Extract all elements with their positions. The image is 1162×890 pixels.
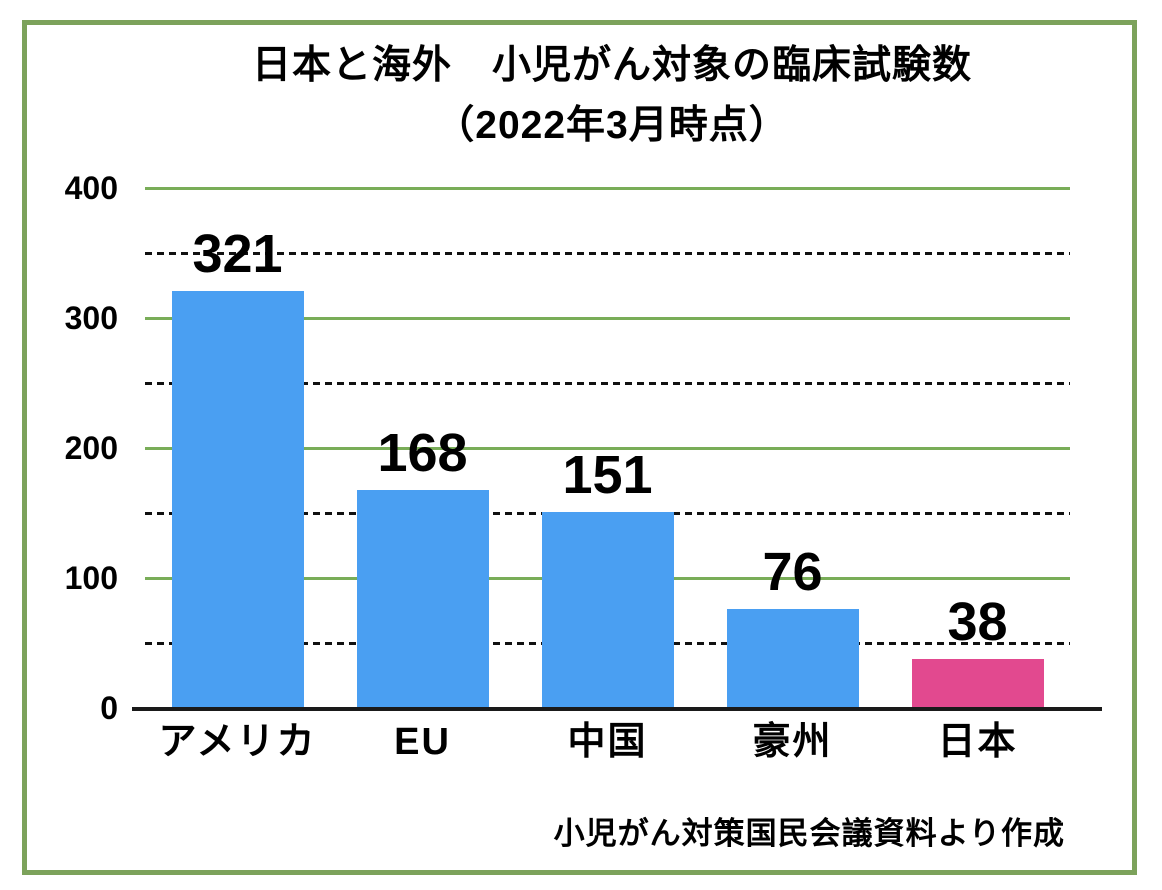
bar-value-label: 76 [762, 542, 823, 603]
bar-value-label: 151 [562, 444, 653, 505]
y-axis-label: 300 [64, 300, 118, 336]
chart-subtitle: （2022年3月時点） [435, 104, 789, 148]
x-axis-label: 豪州 [752, 721, 833, 763]
bar-5 [911, 658, 1044, 708]
bar-1 [171, 290, 304, 708]
gridline-major [145, 447, 1070, 450]
gridline-major [145, 187, 1070, 190]
x-axis-label: 日本 [937, 721, 1018, 763]
y-axis-label: 0 [100, 690, 118, 726]
bar-value-label: 168 [377, 422, 468, 483]
bar-value-label: 321 [192, 223, 283, 284]
y-axis-label: 400 [64, 170, 118, 206]
bar-value-label: 38 [947, 591, 1008, 652]
bar-3 [541, 511, 674, 708]
chart-title-block: 日本と海外 小児がん対象の臨床試験数 （2022年3月時点） [62, 36, 1162, 157]
y-axis-label: 100 [64, 560, 118, 596]
gridline-minor [145, 382, 1070, 385]
bar-2 [356, 489, 489, 708]
gridline-minor [145, 252, 1070, 255]
x-axis-label: アメリカ [158, 721, 317, 763]
x-axis-label: 中国 [567, 721, 648, 763]
y-axis-label: 200 [64, 430, 118, 466]
gridline-major [145, 317, 1070, 320]
x-axis-line [132, 707, 1102, 711]
bar-4 [726, 609, 859, 708]
source-note: 小児がん対策国民会議資料より作成 [553, 816, 1065, 851]
chart-title: 日本と海外 小児がん対象の臨床試験数 [251, 44, 972, 87]
x-axis-label: EU [394, 721, 451, 763]
